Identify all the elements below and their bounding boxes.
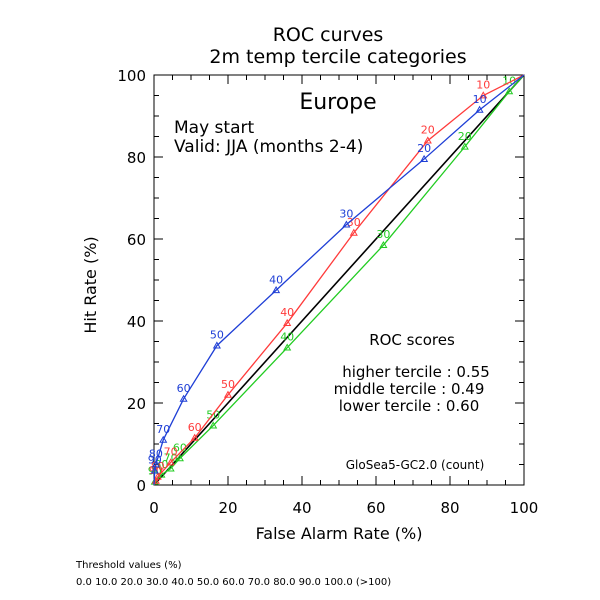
point-label-middle-tercile: 60 [173, 441, 187, 454]
point-label-lower-tercile: 80 [149, 448, 163, 461]
point-label-lower-tercile: 20 [417, 142, 431, 155]
x-axis-label: False Alarm Rate (%) [256, 524, 423, 543]
y-tick-label: 80 [127, 149, 146, 167]
y-tick-label: 60 [127, 231, 146, 249]
data-point-lower-tercile [342, 220, 351, 228]
data-point-lower-tercile [212, 341, 221, 349]
x-tick-label: 20 [218, 499, 237, 517]
y-tick-label: 100 [117, 67, 146, 85]
x-tick-label: 0 [149, 499, 159, 517]
point-label-lower-tercile: 50 [210, 329, 224, 342]
data-point-middle-tercile [379, 240, 388, 249]
x-tick-label: 100 [510, 499, 539, 517]
point-label-lower-tercile: 90 [148, 454, 162, 467]
point-label-lower-tercile: 30 [339, 208, 353, 221]
legend-middle-tercile: middle tercile : 0.49 [334, 380, 485, 398]
point-label-lower-tercile: 40 [269, 273, 283, 286]
data-point-lower-tercile [159, 435, 168, 443]
data-point-lower-tercile [420, 154, 429, 162]
point-label-higher-tercile: 20 [421, 124, 435, 137]
series-layer: 9080706050403020109080706050403020109080… [148, 74, 525, 486]
data-point-higher-tercile [190, 433, 199, 441]
data-point-higher-tercile [479, 91, 488, 99]
legend-higher-tercile: higher tercile : 0.55 [342, 363, 490, 381]
point-label-middle-tercile: 80 [154, 458, 168, 471]
data-point-middle-tercile [175, 454, 184, 462]
axis-ticks [153, 74, 525, 486]
point-label-middle-tercile: 20 [458, 130, 472, 143]
threshold-values: 0.0 10.0 20.0 30.0 40.0 50.0 60.0 70.0 8… [76, 577, 392, 588]
data-point-higher-tercile [423, 136, 432, 144]
data-point-middle-tercile [166, 464, 175, 472]
point-label-higher-tercile: 80 [151, 460, 165, 473]
data-point-lower-tercile [475, 105, 484, 113]
data-point-middle-tercile [283, 343, 292, 351]
start-label: May start [174, 118, 254, 138]
data-point-middle-tercile [505, 87, 514, 95]
x-tick-label: 80 [440, 499, 459, 517]
data-point-middle-tercile [209, 421, 218, 429]
legend-title: ROC scores [369, 331, 455, 349]
point-label-higher-tercile: 30 [347, 216, 361, 229]
point-label-middle-tercile: 30 [376, 228, 390, 241]
no-skill-diagonal [153, 74, 525, 486]
y-tick-label: 40 [127, 313, 146, 331]
chart-title: ROC curves [273, 24, 384, 46]
x-tick-labels: 0 20 40 60 80 100 [149, 499, 538, 517]
x-tick-label: 40 [292, 499, 311, 517]
data-point-lower-tercile [151, 460, 160, 468]
data-point-higher-tercile [223, 390, 233, 398]
point-label-lower-tercile: 70 [156, 423, 170, 436]
valid-label: Valid: JJA (months 2-4) [174, 137, 363, 157]
data-point-higher-tercile [349, 228, 358, 236]
data-point-middle-tercile [460, 142, 469, 150]
y-tick-label: 0 [136, 477, 146, 495]
data-point-higher-tercile [283, 318, 292, 326]
point-label-lower-tercile: 10 [473, 93, 487, 106]
series-line-higher-tercile [153, 74, 525, 486]
point-label-higher-tercile: 10 [476, 79, 490, 92]
y-tick-label: 20 [127, 395, 146, 413]
data-point-higher-tercile [166, 458, 175, 466]
data-point-higher-tercile [153, 472, 162, 480]
chart-subtitle: 2m temp tercile categories [209, 46, 466, 68]
point-label-higher-tercile: 70 [164, 445, 178, 458]
point-label-middle-tercile: 40 [280, 331, 294, 344]
legend-lower-tercile: lower tercile : 0.60 [339, 397, 480, 415]
y-tick-labels: 0 20 40 60 80 100 [117, 67, 146, 495]
x-tick-label: 60 [366, 499, 385, 517]
point-label-higher-tercile: 50 [221, 378, 235, 391]
data-point-lower-tercile [272, 286, 281, 294]
point-label-lower-tercile: 60 [177, 382, 191, 395]
point-label-higher-tercile: 60 [188, 421, 202, 434]
threshold-title: Threshold values (%) [76, 560, 182, 571]
model-label: GloSea5-GC2.0 (count) [346, 458, 485, 472]
data-point-lower-tercile [150, 466, 159, 474]
point-label-middle-tercile: 70 [164, 452, 178, 465]
point-label-higher-tercile: 40 [280, 306, 294, 319]
region-label: Europe [299, 90, 376, 115]
y-axis-label: Hit Rate (%) [81, 236, 100, 333]
data-point-lower-tercile [179, 394, 188, 402]
